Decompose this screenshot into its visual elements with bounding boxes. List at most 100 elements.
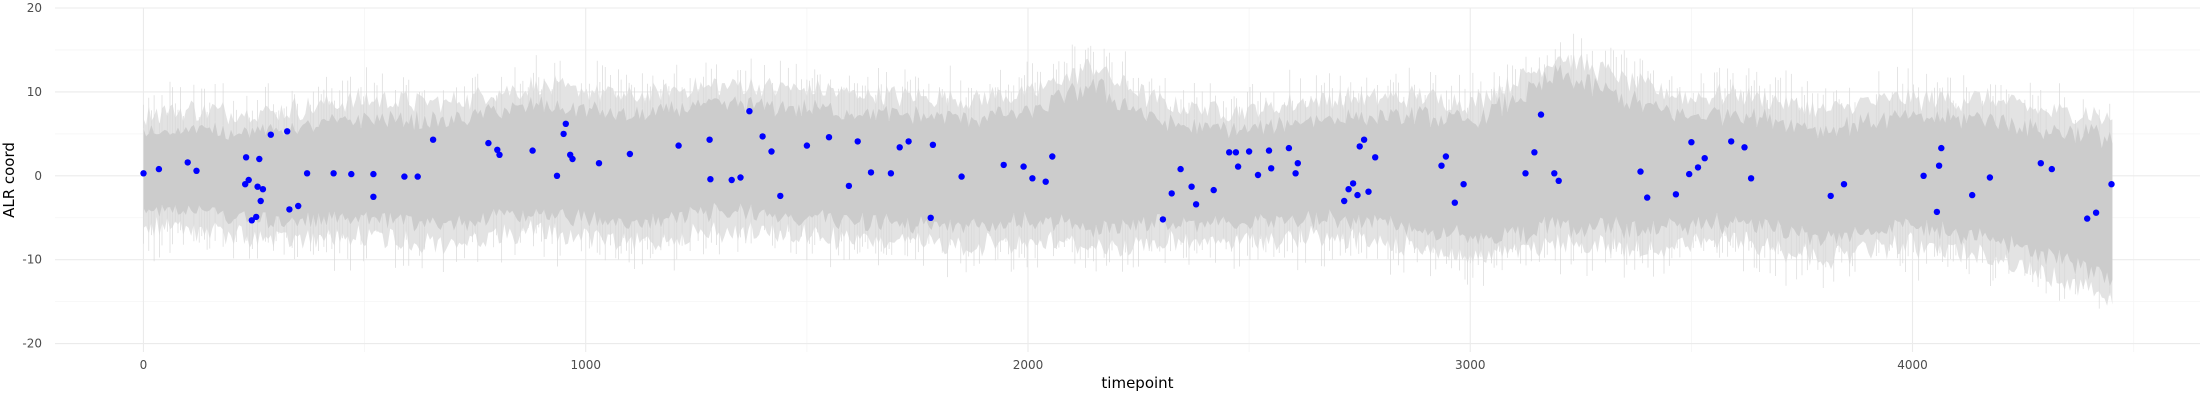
data-point bbox=[1969, 191, 1976, 199]
data-point bbox=[1728, 138, 1735, 145]
data-point bbox=[1701, 155, 1708, 162]
data-point bbox=[1522, 170, 1529, 177]
data-point bbox=[140, 170, 147, 177]
data-point bbox=[737, 174, 744, 181]
data-point bbox=[284, 128, 291, 135]
data-point bbox=[295, 202, 302, 210]
data-point bbox=[1226, 149, 1233, 156]
data-point bbox=[867, 169, 875, 176]
data-point bbox=[1159, 216, 1167, 223]
y-tick-label: 20 bbox=[27, 1, 42, 15]
data-point bbox=[155, 165, 163, 173]
data-point bbox=[1938, 144, 1945, 152]
data-point bbox=[707, 176, 714, 183]
data-point bbox=[854, 138, 861, 145]
data-point bbox=[803, 142, 811, 149]
confidence-band bbox=[143, 33, 2113, 309]
data-point bbox=[958, 173, 965, 180]
data-point bbox=[553, 172, 561, 179]
data-point bbox=[2084, 215, 2091, 222]
data-point bbox=[267, 131, 274, 138]
band-spikes bbox=[143, 33, 2111, 309]
data-point bbox=[1029, 175, 1036, 182]
data-point bbox=[253, 213, 260, 221]
data-point bbox=[706, 136, 713, 143]
data-point bbox=[845, 182, 853, 190]
data-point bbox=[759, 133, 766, 140]
y-tick-label: 0 bbox=[34, 169, 42, 183]
data-point bbox=[193, 167, 200, 174]
data-point bbox=[1644, 194, 1651, 201]
data-point bbox=[1294, 160, 1302, 167]
data-point bbox=[1168, 190, 1175, 197]
data-point bbox=[2048, 165, 2055, 173]
data-point bbox=[370, 193, 377, 200]
data-point bbox=[2092, 209, 2100, 216]
y-tick-label: 10 bbox=[27, 85, 42, 99]
data-point bbox=[825, 134, 833, 141]
data-point bbox=[1827, 192, 1834, 200]
data-point bbox=[1555, 177, 1562, 184]
data-point bbox=[330, 170, 337, 177]
data-point bbox=[1042, 178, 1049, 185]
data-point bbox=[1268, 165, 1275, 172]
data-point bbox=[929, 141, 937, 148]
data-point bbox=[494, 146, 501, 153]
data-point bbox=[1234, 163, 1242, 170]
data-point bbox=[184, 159, 191, 166]
x-tick-label: 1000 bbox=[570, 358, 601, 372]
data-point bbox=[1000, 161, 1007, 169]
data-point bbox=[1365, 188, 1372, 195]
y-axis-title: ALR coord bbox=[0, 142, 18, 218]
x-axis-title: timepoint bbox=[1101, 374, 1173, 392]
data-point bbox=[927, 214, 934, 221]
data-point bbox=[560, 130, 567, 138]
data-point bbox=[1637, 168, 1644, 175]
data-point bbox=[1345, 186, 1352, 193]
data-point bbox=[248, 217, 255, 224]
y-axis-ticks: -20 -10 0 10 20 bbox=[22, 1, 42, 351]
data-point bbox=[303, 170, 311, 177]
data-point bbox=[569, 155, 576, 163]
data-point bbox=[1688, 139, 1695, 146]
data-point bbox=[896, 144, 903, 151]
data-point bbox=[562, 120, 569, 128]
data-point bbox=[1354, 191, 1361, 199]
data-point bbox=[626, 150, 634, 158]
data-point bbox=[1292, 170, 1299, 177]
data-point bbox=[905, 138, 912, 145]
x-tick-label: 2000 bbox=[1013, 358, 1044, 372]
data-point bbox=[1188, 183, 1195, 190]
data-point bbox=[768, 148, 775, 155]
data-point bbox=[1232, 149, 1240, 156]
data-point bbox=[1265, 147, 1273, 154]
data-point bbox=[777, 192, 784, 200]
y-tick-label: -20 bbox=[22, 337, 42, 351]
data-point bbox=[1245, 148, 1253, 155]
data-point bbox=[728, 176, 735, 184]
data-point bbox=[245, 176, 252, 184]
data-point bbox=[414, 173, 421, 180]
data-point bbox=[256, 155, 263, 163]
data-point bbox=[1933, 208, 1941, 216]
data-point bbox=[529, 147, 536, 154]
data-point bbox=[286, 206, 293, 213]
data-point bbox=[1840, 181, 1848, 188]
data-point bbox=[401, 173, 408, 180]
data-point bbox=[1694, 164, 1702, 171]
data-point bbox=[1747, 175, 1755, 182]
data-point bbox=[1920, 172, 1927, 179]
data-point bbox=[1356, 143, 1363, 150]
data-point bbox=[887, 170, 895, 177]
data-point bbox=[1254, 171, 1262, 179]
data-point bbox=[2037, 160, 2045, 167]
data-point bbox=[1986, 174, 1994, 181]
data-point bbox=[1341, 197, 1348, 205]
data-point bbox=[254, 183, 261, 190]
x-tick-label: 3000 bbox=[1455, 358, 1486, 372]
x-axis-ticks: 0 1000 2000 3000 4000 bbox=[140, 358, 1928, 372]
data-point bbox=[595, 160, 603, 167]
data-point bbox=[1442, 153, 1450, 160]
data-point bbox=[1935, 162, 1943, 169]
